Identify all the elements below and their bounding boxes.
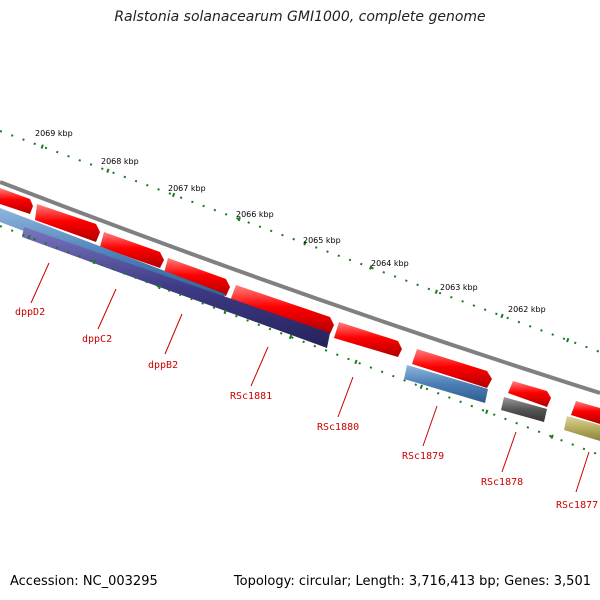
ruler-label: 2065 kbp: [303, 236, 341, 245]
gene-arrow: [0, 188, 33, 214]
genome-backbone: [0, 180, 600, 395]
leader-line: [97, 288, 117, 330]
genome-summary: Topology: circular; Length: 3,716,413 bp…: [233, 574, 591, 589]
leader-line: [575, 451, 590, 493]
ruler-label: 2062 kbp: [508, 305, 546, 314]
genome-title: Ralstonia solanacearum GMI1000, complete…: [114, 9, 486, 25]
gene-bar: [404, 365, 488, 403]
ruler-label: 2068 kbp: [101, 157, 139, 166]
ruler-label: 2067 kbp: [168, 184, 206, 193]
leader-line: [501, 431, 517, 473]
gene-arrow: [35, 204, 100, 242]
gene-label: RSc1877: [556, 500, 598, 511]
reverse-strand-genes: [0, 208, 600, 441]
gene-label: RSc1880: [317, 422, 359, 433]
gene-arrow: [412, 349, 492, 388]
gene-label: dppC2: [82, 334, 112, 345]
gene-label: RSc1878: [481, 477, 523, 488]
leader-line: [337, 376, 354, 418]
ruler-label: 2069 kbp: [35, 129, 73, 138]
gene-label: dppB2: [148, 360, 178, 371]
leader-line: [164, 313, 183, 355]
leader-line: [422, 405, 438, 447]
gene-label: dppD2: [15, 307, 45, 318]
label-leaders: [30, 262, 590, 493]
accession-label: Accession: NC_003295: [10, 574, 158, 589]
gene-label: RSc1881: [230, 391, 272, 402]
leader-line: [30, 262, 50, 304]
gene-bar: [501, 397, 547, 422]
gene-bar: [564, 416, 600, 441]
gene-arrow: [100, 232, 164, 268]
ruler-label: 2064 kbp: [371, 259, 409, 268]
gene-bar: [22, 227, 330, 348]
gene-label: RSc1879: [402, 451, 444, 462]
gene-arrow: [334, 322, 402, 357]
leader-line: [250, 346, 269, 387]
forward-strand-genes: [0, 188, 600, 424]
ruler-label: 2063 kbp: [440, 283, 478, 292]
ruler-label: 2066 kbp: [236, 210, 274, 219]
gene-arrow: [571, 401, 600, 424]
gene-arrow: [164, 258, 230, 296]
gene-arrow: [508, 381, 551, 407]
gene-arrow: [230, 285, 334, 334]
